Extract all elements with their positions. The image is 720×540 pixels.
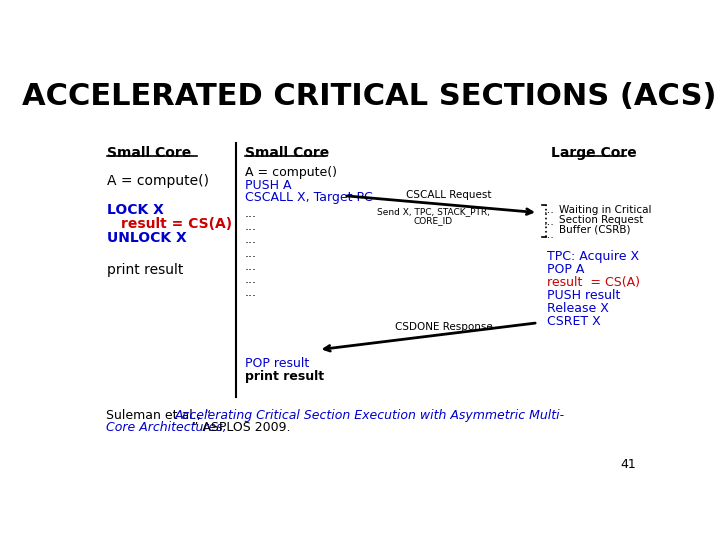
Text: POP A: POP A	[547, 262, 585, 276]
Text: Suleman et al., “: Suleman et al., “	[106, 409, 211, 422]
Text: ...: ...	[245, 207, 257, 220]
Text: Release X: Release X	[547, 302, 609, 315]
Text: ...: ...	[245, 273, 257, 286]
Text: 41: 41	[621, 458, 636, 471]
Text: CSDONE Response: CSDONE Response	[395, 322, 492, 332]
Text: ...: ...	[245, 233, 257, 246]
Text: ...: ...	[544, 217, 554, 227]
Text: Large Core: Large Core	[551, 146, 636, 160]
Text: POP result: POP result	[245, 357, 310, 370]
Text: ” ASPLOS 2009.: ” ASPLOS 2009.	[192, 421, 291, 434]
Text: ...: ...	[245, 220, 257, 233]
Text: Send X, TPC, STACK_PTR,: Send X, TPC, STACK_PTR,	[377, 207, 490, 216]
Text: print result: print result	[245, 370, 324, 383]
Text: PUSH result: PUSH result	[547, 289, 621, 302]
Text: LOCK X: LOCK X	[107, 204, 164, 218]
Text: CSRET X: CSRET X	[547, 315, 601, 328]
Text: TPC: Acquire X: TPC: Acquire X	[547, 249, 639, 262]
Text: A = compute(): A = compute()	[107, 174, 209, 188]
Text: result = CS(A): result = CS(A)	[121, 217, 232, 231]
Text: PUSH A: PUSH A	[245, 179, 292, 192]
Text: ...: ...	[544, 205, 554, 215]
Text: Waiting in Critical: Waiting in Critical	[559, 205, 652, 215]
Text: Accelerating Critical Section Execution with Asymmetric Multi-: Accelerating Critical Section Execution …	[174, 409, 564, 422]
Text: A = compute(): A = compute()	[245, 166, 337, 179]
Text: CSCALL Request: CSCALL Request	[406, 190, 492, 200]
Text: CSCALL X, Target PC: CSCALL X, Target PC	[245, 191, 373, 204]
Text: ...: ...	[245, 247, 257, 260]
Text: Small Core: Small Core	[107, 146, 192, 160]
Text: Small Core: Small Core	[245, 146, 329, 160]
Text: print result: print result	[107, 264, 184, 278]
Text: Section Request: Section Request	[559, 215, 643, 225]
Text: ...: ...	[544, 230, 554, 240]
Text: CORE_ID: CORE_ID	[414, 215, 453, 225]
Text: ...: ...	[245, 260, 257, 273]
Text: Buffer (CSRB): Buffer (CSRB)	[559, 225, 631, 235]
Text: ...: ...	[245, 286, 257, 299]
Text: Core Architectures,: Core Architectures,	[106, 421, 226, 434]
Text: result  = CS(A): result = CS(A)	[547, 276, 640, 289]
Text: UNLOCK X: UNLOCK X	[107, 231, 186, 245]
Text: ACCELERATED CRITICAL SECTIONS (ACS): ACCELERATED CRITICAL SECTIONS (ACS)	[22, 82, 716, 111]
